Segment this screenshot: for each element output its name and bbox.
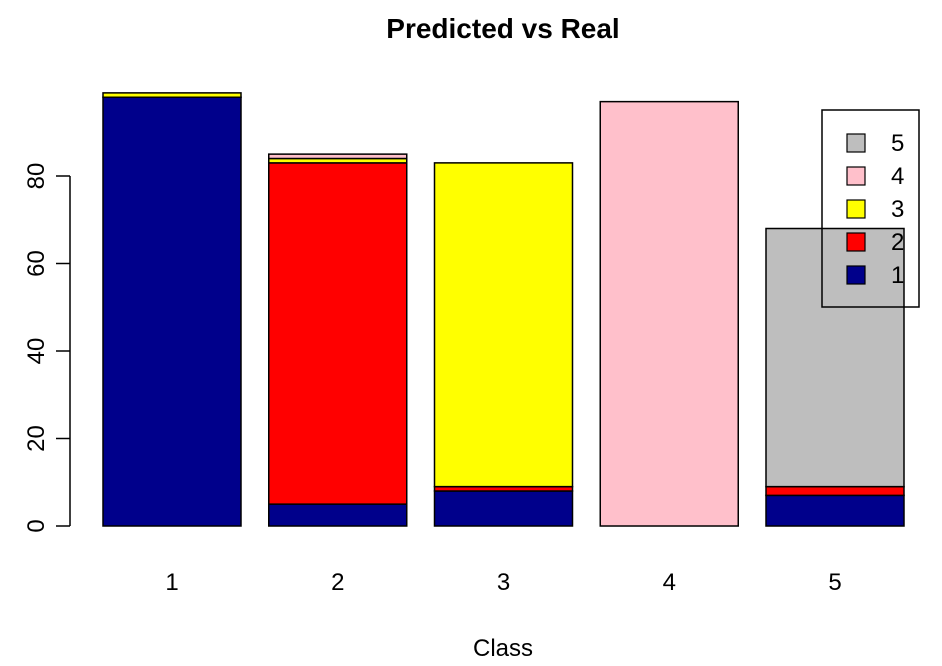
y-tick-label: 80 xyxy=(23,163,50,190)
bar-segment-class-5-series-2 xyxy=(765,485,905,497)
legend-label-1: 1 xyxy=(891,262,904,289)
chart-title: Predicted vs Real xyxy=(386,13,619,44)
legend: 5 4 3 2 1 xyxy=(821,109,920,308)
bar-segment-class-2-series-4 xyxy=(268,153,408,160)
y-tick-label: 20 xyxy=(23,425,50,452)
bars-group xyxy=(102,92,905,527)
legend-swatch-2 xyxy=(846,232,866,252)
y-tick-label: 0 xyxy=(23,519,50,532)
legend-box xyxy=(821,109,920,308)
x-tick-label: 2 xyxy=(331,569,344,596)
x-axis-label: Class xyxy=(473,635,533,662)
legend-label-4: 4 xyxy=(891,163,904,190)
legend-label-3: 3 xyxy=(891,196,904,223)
legend-swatch-3 xyxy=(846,199,866,219)
y-axis: 0 20 40 60 80 xyxy=(23,163,71,533)
y-tick-label: 40 xyxy=(23,338,50,365)
legend-swatch-1 xyxy=(846,265,866,285)
bar-segment-class-2-series-2 xyxy=(268,162,408,505)
legend-swatch-4 xyxy=(846,166,866,186)
bar-segment-class-1-series-1 xyxy=(102,96,242,527)
x-tick-label: 5 xyxy=(828,569,841,596)
y-tick-label: 60 xyxy=(23,250,50,277)
legend-label-5: 5 xyxy=(891,130,904,157)
bar-segment-class-3-series-3 xyxy=(433,162,574,488)
legend-label-2: 2 xyxy=(891,229,904,256)
x-tick-label: 4 xyxy=(663,569,676,596)
bar-segment-class-1-series-3 xyxy=(102,92,242,99)
x-tick-label: 1 xyxy=(165,569,178,596)
x-tick-label: 3 xyxy=(497,569,510,596)
bar-segment-class-5-series-5 xyxy=(765,227,905,488)
bar-segment-class-2-series-1 xyxy=(268,503,408,527)
bar-segment-class-4-series-4 xyxy=(599,100,739,527)
x-axis-tick-labels: 1 2 3 4 5 xyxy=(165,569,841,596)
bar-segment-class-3-series-1 xyxy=(433,490,574,527)
legend-swatch-5 xyxy=(846,133,866,153)
bar-segment-class-5-series-1 xyxy=(765,494,905,527)
